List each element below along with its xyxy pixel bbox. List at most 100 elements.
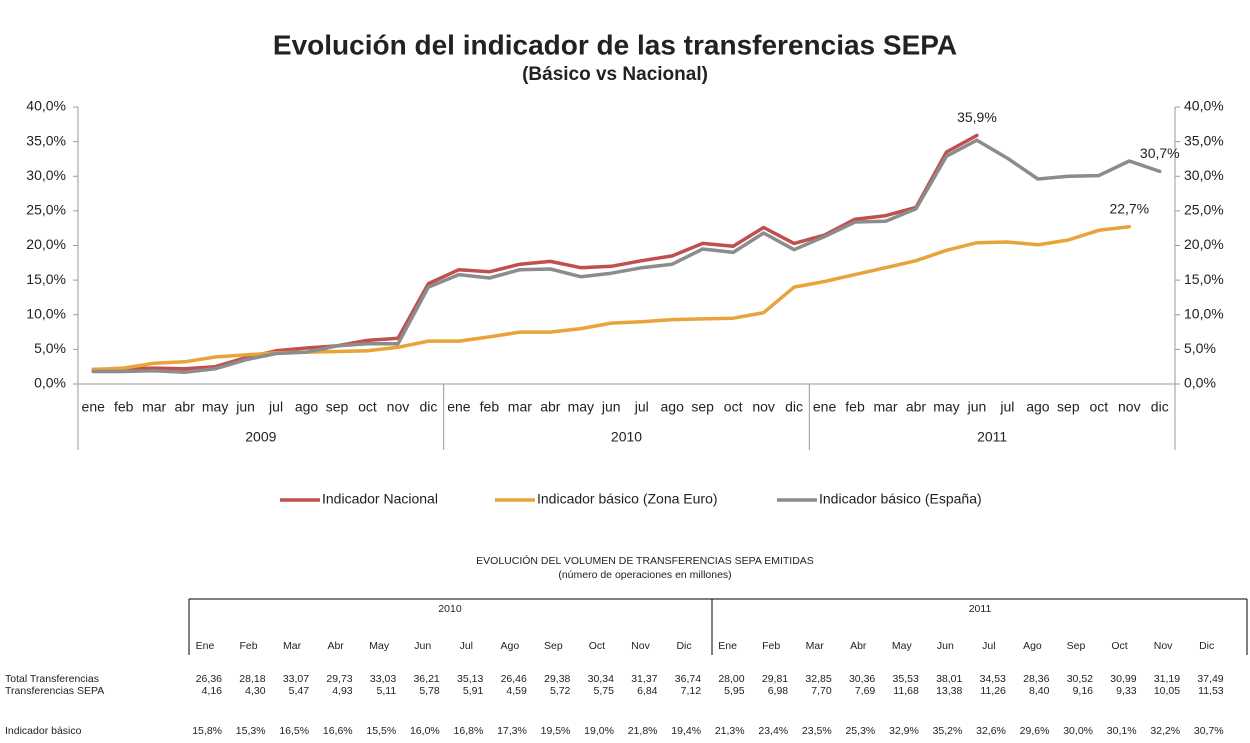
table-cell: 17,3% (497, 725, 527, 737)
chart-subtitle: (Básico vs Nacional) (522, 64, 708, 85)
y-tick-label: 5,0% (34, 340, 66, 356)
x-tick-label: oct (1089, 399, 1108, 415)
y-tick-label: 35,0% (26, 132, 66, 148)
x-tick-label: ene (813, 399, 837, 415)
table-cell: 4,59 (506, 685, 527, 697)
x-tick-label: feb (114, 399, 134, 415)
x-tick-label: mar (508, 399, 532, 415)
table-cell: 23,5% (802, 725, 832, 737)
table-month: Feb (240, 640, 258, 652)
table-month: Jun (937, 640, 954, 652)
table-month: Oct (589, 640, 605, 652)
table-cell: 28,36 (1023, 673, 1049, 685)
y2-tick-label: 40,0% (1184, 98, 1224, 114)
table-cell: 15,8% (192, 725, 222, 737)
table-cell: 30,36 (849, 673, 875, 685)
table-cell: 35,53 (893, 673, 919, 685)
x-tick-label: jul (999, 399, 1014, 415)
table-month: Oct (1111, 640, 1127, 652)
table-cell: 31,37 (631, 673, 657, 685)
x-tick-label: nov (387, 399, 410, 415)
y2-tick-label: 35,0% (1184, 132, 1224, 148)
table-cell: 5,47 (289, 685, 310, 697)
table-cell: 30,99 (1110, 673, 1136, 685)
x-tick-label: dic (1151, 399, 1169, 415)
table-month: Abr (850, 640, 867, 652)
table-cell: 5,72 (550, 685, 571, 697)
table-cell: 37,49 (1197, 673, 1223, 685)
y2-tick-label: 15,0% (1184, 271, 1224, 287)
x-group-label: 2009 (245, 429, 276, 445)
x-tick-label: may (202, 399, 228, 415)
table-cell: 25,3% (845, 725, 875, 737)
data-label: 30,7% (1140, 145, 1180, 161)
table-cell: 28,00 (718, 673, 744, 685)
table-cell: 6,98 (768, 685, 789, 697)
x-tick-label: mar (142, 399, 166, 415)
table-month: Sep (544, 640, 563, 652)
legend-label: Indicador básico (Zona Euro) (537, 491, 718, 507)
table-cell: 4,16 (202, 685, 223, 697)
table-cell: 8,40 (1029, 685, 1050, 697)
table-cell: 5,11 (377, 685, 397, 697)
table-cell: 4,93 (332, 685, 353, 697)
y-tick-label: 10,0% (26, 305, 66, 321)
table-cell: 7,12 (681, 685, 702, 697)
table-cell: 19,5% (541, 725, 571, 737)
x-tick-label: dic (785, 399, 803, 415)
y2-tick-label: 5,0% (1184, 340, 1216, 356)
table-cell: 30,0% (1063, 725, 1093, 737)
x-group-label: 2010 (611, 429, 642, 445)
table-cell: 33,07 (283, 673, 309, 685)
x-tick-label: jul (634, 399, 649, 415)
table-cell: 34,53 (980, 673, 1006, 685)
x-tick-label: nov (752, 399, 775, 415)
series-line (91, 133, 979, 372)
x-tick-label: oct (358, 399, 377, 415)
table-cell: 29,38 (544, 673, 570, 685)
table-cell: 36,74 (675, 673, 701, 685)
table-month: Mar (283, 640, 302, 652)
table-cell: 5,75 (594, 685, 615, 697)
table-year: 2010 (438, 603, 462, 615)
table-month: Abr (327, 640, 344, 652)
table-cell: 15,3% (236, 725, 266, 737)
x-group-label: 2011 (977, 429, 1007, 445)
y2-tick-label: 20,0% (1184, 236, 1224, 252)
table-cell: 7,69 (855, 685, 876, 697)
table-cell: 21,3% (715, 725, 745, 737)
y2-tick-label: 30,0% (1184, 167, 1224, 183)
table-month: May (369, 640, 390, 652)
table-cell: 16,5% (279, 725, 309, 737)
y2-tick-label: 0,0% (1184, 375, 1216, 391)
table-month: Nov (631, 640, 650, 652)
table-cell: 32,85 (805, 673, 831, 685)
table-month: Ene (196, 640, 215, 652)
x-tick-label: dic (419, 399, 437, 415)
table-cell: 11,53 (1198, 685, 1224, 697)
legend-label: Indicador básico (España) (819, 491, 982, 507)
table-cell: 15,5% (366, 725, 396, 737)
x-tick-label: oct (724, 399, 743, 415)
x-tick-label: may (933, 399, 959, 415)
table-cell: 36,21 (413, 673, 439, 685)
table-cell: 23,4% (758, 725, 788, 737)
y-tick-label: 0,0% (34, 375, 66, 391)
table-row-label: Transferencias SEPA (5, 685, 104, 697)
x-tick-label: ene (82, 399, 106, 415)
table-cell: 29,73 (326, 673, 352, 685)
table-month: Nov (1154, 640, 1173, 652)
table-cell: 21,8% (628, 725, 658, 737)
table-cell: 32,6% (976, 725, 1006, 737)
table-subtitle: (número de operaciones en millones) (558, 569, 731, 581)
x-tick-label: may (568, 399, 594, 415)
table-month: Ene (718, 640, 737, 652)
data-label: 22,7% (1109, 201, 1149, 217)
x-tick-label: ago (661, 399, 685, 415)
table-cell: 5,78 (419, 685, 440, 697)
table-month: Feb (762, 640, 780, 652)
x-tick-label: ago (1026, 399, 1050, 415)
table-cell: 29,6% (1020, 725, 1050, 737)
table-cell: 7,70 (811, 685, 832, 697)
